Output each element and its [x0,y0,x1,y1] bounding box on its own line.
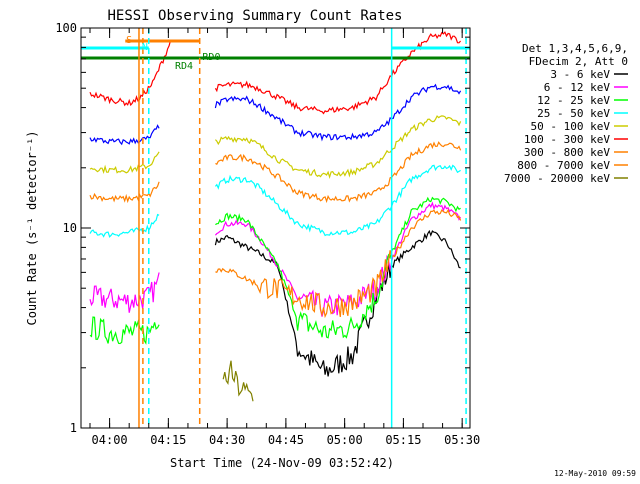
series-6 [89,141,462,204]
series-5 [89,31,462,115]
legend-header: FDecim 2, Att 0 [529,55,628,68]
x-tick-label: 04:00 [92,433,128,447]
x-tick-label: 04:30 [209,433,245,447]
series-3 [89,164,461,238]
x-tick-label: 05:15 [385,433,421,447]
legend-label: 12 - 25 keV [537,94,610,107]
legend-label: 6 - 12 keV [544,81,611,94]
y-tick-label: 10 [63,221,77,235]
series-line [214,229,461,377]
legend-label: 800 - 7000 keV [517,159,610,172]
series-4 [89,115,462,180]
series-line [89,83,462,146]
series-line [89,201,462,317]
series-8 [222,360,254,402]
x-tick-label: 04:45 [268,433,304,447]
legend-label: 25 - 50 keV [537,107,610,120]
footer-timestamp: 12-May-2010 09:59 [554,469,636,478]
y-tick-label: 100 [55,21,77,35]
legend-label: 100 - 300 keV [524,133,610,146]
series-7 [215,208,462,319]
series-line [89,115,462,180]
y-axis-label: Count Rate (s⁻¹ detector⁻¹) [25,130,39,325]
x-tick-label: 04:15 [150,433,186,447]
series-line [89,196,461,345]
series-1 [89,201,462,317]
series-line [89,31,462,115]
x-tick-label: 05:30 [444,433,480,447]
series-layer [89,31,462,402]
series-0 [214,229,461,377]
y-tick-label: 1 [70,421,77,435]
legend-label: 300 - 800 keV [524,146,610,159]
annotation-label: RD4 [175,61,193,72]
legend-label: 7000 - 20000 keV [504,172,610,185]
series-9 [89,83,462,146]
series-line [89,141,462,204]
chart-title: HESSI Observing Summary Count Rates [107,8,402,24]
series-2 [89,196,461,345]
series-line [215,208,462,319]
legend-label: 3 - 6 keV [550,68,610,81]
x-tick-label: 05:00 [327,433,363,447]
axes-layer: 1 10 100 04:00 04:15 04:30 04:45 05:00 05:15 05:3… [55,21,480,447]
legend-header: Det 1,3,4,5,6,9, [522,42,628,55]
annotation-label: RD0 [202,52,220,63]
annotation-label: S [126,35,132,46]
legend-label: 50 - 100 keV [531,120,611,133]
legend-layer: Det 1,3,4,5,6,9,FDecim 2, Att 03 - 6 keV… [504,42,628,185]
x-axis-label: Start Time (24-Nov-09 03:52:42) [170,456,394,470]
series-line [222,360,254,402]
annotation-label: N [142,42,148,53]
series-line [89,164,461,238]
